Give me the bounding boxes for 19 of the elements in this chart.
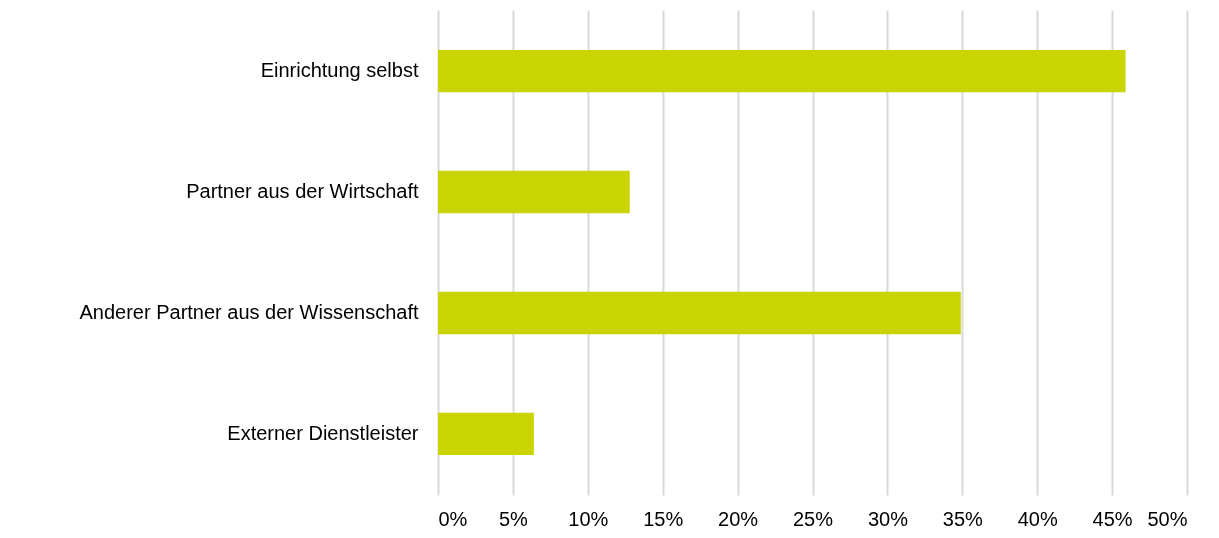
x-tick-label: 30% xyxy=(867,507,909,530)
x-tick-label: 50% xyxy=(1147,507,1188,530)
bar xyxy=(438,291,961,335)
x-tick-label: 20% xyxy=(718,507,759,530)
x-tick-label: 10% xyxy=(568,507,609,530)
x-tick-label: 40% xyxy=(1017,507,1058,530)
y-tick-label: Partner aus der Wirtschaft xyxy=(186,180,419,203)
bar xyxy=(438,412,534,456)
x-tick-label: 15% xyxy=(643,507,684,530)
x-tick-label: 35% xyxy=(942,507,984,530)
x-tick-label: 5% xyxy=(498,507,529,530)
x-tick-label: 0% xyxy=(438,507,468,530)
x-tick-label: 45% xyxy=(1092,507,1133,530)
y-tick-label: Externer Dienstleister xyxy=(227,421,419,444)
bar xyxy=(438,49,1126,93)
bar xyxy=(438,170,630,214)
x-tick-label: 25% xyxy=(792,507,834,530)
y-tick-label: Einrichtung selbst xyxy=(260,59,419,82)
y-tick-label: Anderer Partner aus der Wissenschaft xyxy=(79,300,419,323)
